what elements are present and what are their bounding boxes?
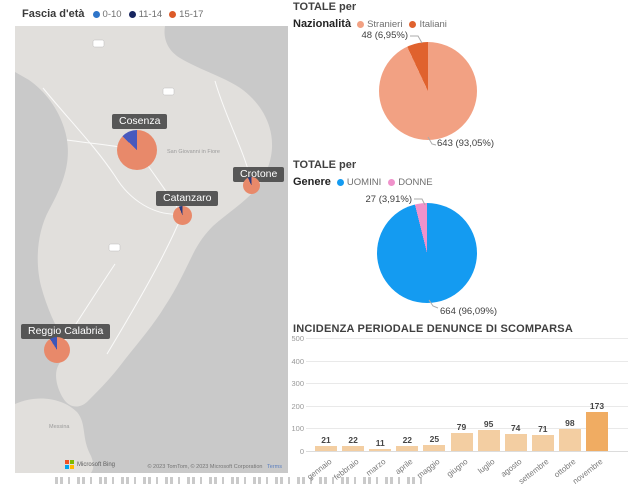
- city-label-chip[interactable]: Reggio Calabria: [21, 324, 111, 339]
- map-land-calabria: [15, 26, 273, 407]
- bar-value-label: 95: [483, 418, 494, 429]
- y-axis-label: 300: [291, 379, 304, 389]
- y-axis-label: 100: [291, 424, 304, 434]
- age-legend: Fascia d'età 0-10 11-14 15-17: [22, 5, 210, 23]
- gender-pie[interactable]: [377, 203, 477, 303]
- bar-value-label: 173: [589, 400, 605, 411]
- legend-item-label: DONNE: [398, 177, 433, 188]
- nationality-major-label: 643 (93,05%): [437, 138, 495, 149]
- gender-legend: Genere UOMINI DONNE: [293, 173, 440, 191]
- city-pie[interactable]: [44, 337, 70, 363]
- bar-value-label: 21: [321, 435, 331, 446]
- city-label-chip[interactable]: Cosenza: [112, 114, 168, 129]
- terms-link[interactable]: Terms: [267, 464, 282, 470]
- bar[interactable]: [450, 433, 473, 451]
- bar[interactable]: [315, 446, 337, 451]
- city-pie[interactable]: [172, 205, 192, 225]
- legend-item-label: 11-14: [138, 9, 163, 20]
- bar-value-label: 74: [510, 423, 521, 434]
- gender-section-title: TOTALE per: [293, 159, 357, 171]
- y-axis-label: 0: [299, 447, 304, 456]
- clipped-caption-text: [55, 477, 427, 484]
- legend-item[interactable]: UOMINI: [336, 177, 382, 188]
- map-base-layer: [15, 26, 288, 473]
- calabria-map[interactable]: San Giovanni in Fiore Messina Cosenza Cata…: [15, 26, 288, 473]
- gender-field-label: Genere: [293, 176, 331, 188]
- bar-value-label: 11: [375, 437, 385, 448]
- legend-item[interactable]: 15-17: [169, 9, 203, 20]
- map-land-sicily: [15, 398, 94, 473]
- incidence-bar-chart[interactable]: 500 400 300 200 100 0 21 gennaio 22 febbraio 11 mar…: [286, 333, 640, 484]
- map-copyright-text: © 2023 TomTom, © 2023 Microsoft Corporat…: [147, 464, 263, 470]
- bing-logo: Microsoft Bing: [65, 460, 115, 469]
- bar[interactable]: [477, 429, 500, 451]
- bar-value-label: 79: [456, 422, 467, 433]
- legend-dot-icon: [92, 11, 100, 18]
- y-axis-label: 500: [291, 334, 304, 343]
- gridline: [306, 360, 628, 362]
- legend-item-label: Stranieri: [367, 19, 403, 30]
- bar-value-label: 22: [348, 435, 358, 446]
- bing-logo-label: Microsoft Bing: [77, 461, 116, 468]
- gridline: [306, 405, 628, 407]
- bar-value-label: 71: [538, 423, 548, 434]
- age-legend-items: 0-10 11-14 15-17: [92, 5, 211, 23]
- legend-item[interactable]: Italiani: [409, 19, 447, 30]
- bar[interactable]: [396, 446, 419, 451]
- microsoft-logo-icon: [65, 460, 74, 469]
- legend-item[interactable]: 0-10: [92, 9, 122, 20]
- legend-item-label: Italiani: [419, 19, 447, 30]
- legend-dot-icon: [336, 179, 344, 186]
- age-legend-title: Fascia d'età: [22, 8, 85, 20]
- legend-item[interactable]: DONNE: [388, 177, 433, 188]
- gridline: [306, 383, 628, 385]
- bar[interactable]: [558, 428, 581, 451]
- bar[interactable]: [531, 434, 554, 451]
- legend-item-label: 15-17: [179, 9, 204, 20]
- map-road-badges: [92, 39, 175, 252]
- bar-value-label: 22: [402, 435, 413, 446]
- nationality-section-title: TOTALE per: [293, 1, 357, 13]
- nationality-legend: Nazionalità Stranieri Italiani: [293, 15, 454, 33]
- gender-major-label: 664 (96,09%): [440, 306, 498, 317]
- map-attribution: © 2023 TomTom, © 2023 Microsoft Corporat…: [147, 464, 282, 470]
- bar[interactable]: [423, 445, 446, 451]
- incidence-chart-title: INCIDENZA PERIODALE DENUNCE DI SCOMPARSA: [293, 323, 573, 335]
- bar-value-label: 25: [429, 434, 440, 445]
- nationality-field-label: Nazionalità: [293, 18, 352, 30]
- city-label-chip[interactable]: Catanzaro: [156, 191, 219, 206]
- bar[interactable]: [586, 411, 608, 451]
- legend-dot-icon: [409, 21, 417, 28]
- city-pie[interactable]: [117, 130, 157, 170]
- bar[interactable]: [504, 434, 527, 451]
- y-axis-label: 200: [291, 401, 304, 411]
- legend-item-label: UOMINI: [346, 177, 382, 188]
- legend-item[interactable]: Stranieri: [357, 19, 402, 30]
- bar[interactable]: [342, 446, 365, 451]
- legend-dot-icon: [357, 21, 365, 28]
- legend-item[interactable]: 11-14: [128, 9, 163, 20]
- city-pie[interactable]: [242, 176, 260, 194]
- city-label-chip[interactable]: Crotone: [233, 167, 285, 182]
- legend-item-label: 0-10: [102, 9, 122, 20]
- nationality-minor-label: 48 (6,95%): [361, 30, 408, 41]
- legend-dot-icon: [388, 179, 396, 186]
- legend-dot-icon: [169, 11, 177, 18]
- gridline: [306, 451, 628, 452]
- legend-dot-icon: [128, 11, 136, 18]
- y-axis-label: 400: [291, 356, 304, 366]
- gridline: [306, 428, 628, 430]
- nationality-pie[interactable]: [379, 42, 477, 140]
- bar-value-label: 98: [565, 417, 575, 428]
- bar[interactable]: [369, 448, 392, 451]
- gridline: [306, 338, 628, 339]
- gender-minor-label: 27 (3,91%): [365, 194, 412, 205]
